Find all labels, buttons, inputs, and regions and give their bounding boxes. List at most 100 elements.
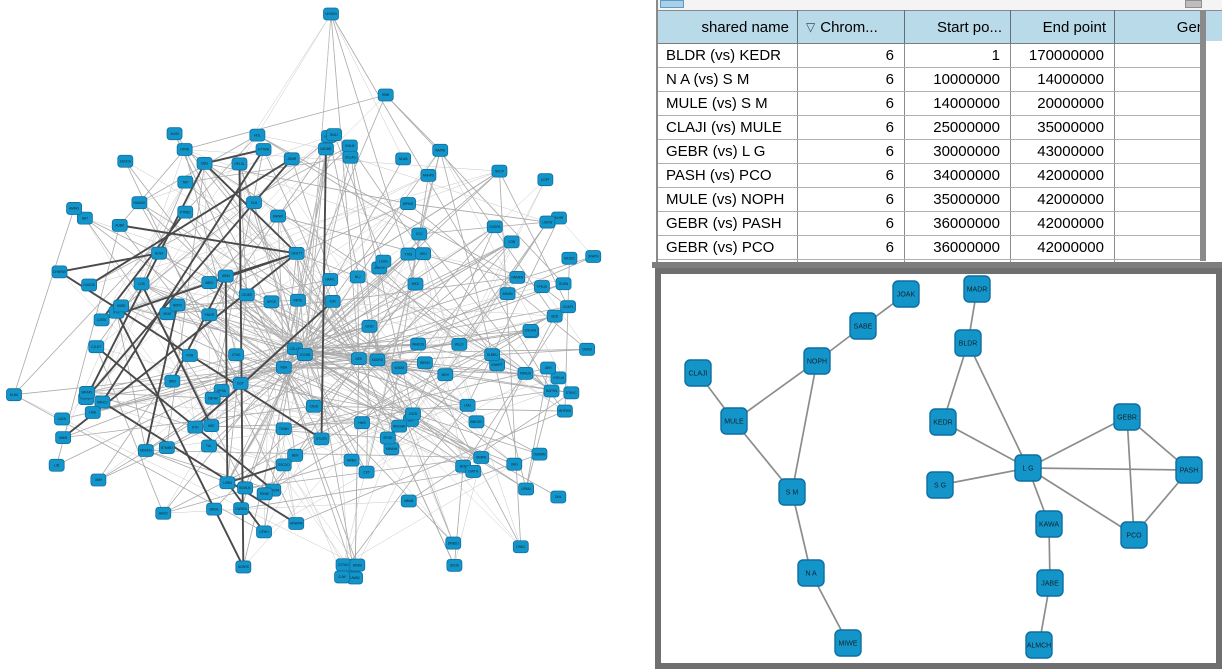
network-edge[interactable] [939, 467, 1029, 486]
network-node-gebr[interactable]: GEBR [1113, 403, 1141, 431]
network-node[interactable]: LMCW [539, 215, 556, 229]
network-node[interactable]: NDA [275, 360, 292, 374]
network-node[interactable]: HAUMG [131, 196, 148, 210]
network-node[interactable]: AWBG [343, 453, 360, 467]
network-node-pash[interactable]: PASH [1175, 456, 1203, 484]
network-node[interactable]: HAATL [322, 273, 339, 286]
network-node[interactable]: MWWJ [270, 209, 286, 223]
network-node[interactable]: WHEOS [410, 337, 427, 351]
network-node[interactable]: NJGME [318, 142, 334, 156]
network-node[interactable]: AMHPS [420, 168, 437, 182]
network-node[interactable]: PANCJ [94, 395, 111, 409]
cell[interactable]: N A (vs) S M [658, 67, 798, 92]
network-node[interactable]: MDKHU [137, 444, 154, 457]
network-node[interactable]: BACD [155, 506, 172, 520]
network-node[interactable]: AMMG [66, 202, 82, 215]
cell[interactable]: 6 [797, 67, 905, 92]
network-node-almch[interactable]: ALMCH [1025, 631, 1053, 659]
network-node[interactable]: NCBRS [235, 560, 252, 574]
network-node[interactable]: OLB [246, 196, 262, 210]
network-node[interactable]: LSRM [219, 476, 236, 490]
column-header-0[interactable]: shared name [658, 10, 798, 44]
network-node[interactable]: NLWA [395, 152, 412, 166]
table-row[interactable]: GEBR (vs) L G6300000004300000016.9 [658, 139, 1222, 164]
scrollbar-thumb[interactable] [660, 0, 684, 8]
network-node[interactable]: WEM [217, 269, 234, 283]
network-node[interactable]: TPRJG [534, 280, 550, 293]
network-node[interactable]: PTPBD [177, 205, 194, 219]
network-node[interactable]: EENCB [117, 154, 134, 168]
cell[interactable]: 25000000 [904, 115, 1011, 140]
network-node-jabe[interactable]: JABE [1036, 569, 1064, 597]
cell[interactable]: 34000000 [904, 163, 1011, 188]
network-node[interactable]: COJ [411, 227, 428, 241]
table-row[interactable]: N A (vs) S M610000000140000006.6 [658, 67, 1222, 92]
network-node[interactable]: WRAPL [79, 386, 95, 399]
cell[interactable]: 42000000 [1010, 235, 1115, 260]
network-node[interactable]: POB [181, 349, 198, 362]
cell[interactable]: CLAJI (vs) MULE [658, 115, 798, 140]
network-node[interactable]: BNJJ [326, 128, 342, 142]
network-node[interactable]: NNMKN [509, 270, 526, 284]
network-node[interactable]: BEN [287, 448, 304, 462]
network-node[interactable]: GUUDD [81, 278, 97, 292]
network-node[interactable]: TKP [177, 175, 194, 189]
network-node[interactable]: BDD [546, 309, 563, 323]
network-node[interactable]: WJDM [391, 361, 408, 375]
network-node[interactable]: JRHPN [585, 250, 602, 263]
network-node[interactable]: OEGTT [288, 246, 305, 260]
cell[interactable]: 170000000 [1010, 43, 1115, 68]
network-node[interactable]: BAPSN [543, 384, 560, 398]
overview-network-panel[interactable]: UHOEN CNKC LMU LJB NDA BEN ALKB COLLM JRETG WLLD O… [0, 0, 652, 669]
network-node[interactable]: WENH [417, 356, 433, 370]
network-node-pco[interactable]: PCO [1120, 521, 1148, 549]
network-node[interactable]: UEH [540, 361, 556, 375]
network-node[interactable]: CGB [503, 235, 520, 249]
network-node[interactable]: TTBJ [400, 247, 417, 261]
detail-network-panel[interactable]: JOAK MADR SABE BLDR NOPH CLAJI GEBR MULE KEDR L G… [655, 268, 1222, 669]
network-node[interactable]: LMU [459, 398, 476, 412]
network-node[interactable]: ABRJ [201, 276, 218, 289]
network-node[interactable]: TUL [201, 439, 217, 453]
network-node-miwe[interactable]: MIWE [834, 629, 862, 657]
scrollbar-block[interactable] [1185, 0, 1202, 8]
network-node[interactable]: CJLDT [88, 340, 105, 354]
network-node[interactable]: LOSW [93, 313, 110, 327]
network-node[interactable]: COPT [537, 173, 554, 187]
table-row[interactable]: GEBR (vs) PASH636000000420000008.9 [658, 211, 1222, 236]
cell[interactable]: MULE (vs) S M [658, 91, 798, 116]
cell[interactable]: GEBR (vs) PASH [658, 211, 798, 236]
network-node[interactable]: HLBU [6, 388, 22, 402]
cell[interactable]: BLDR (vs) KEDR [658, 43, 798, 68]
network-node[interactable]: OSCGO [275, 458, 292, 472]
network-node[interactable]: OTNS [228, 348, 245, 362]
network-node[interactable]: DBG [196, 157, 213, 170]
network-node[interactable]: RMTE [290, 293, 306, 307]
network-node[interactable]: HTRD [176, 143, 193, 156]
network-node[interactable]: OSGKN [522, 323, 539, 337]
network-edge[interactable] [942, 421, 1029, 469]
cell[interactable]: 30000000 [904, 139, 1011, 164]
network-node[interactable]: DMBDJ [445, 536, 462, 550]
network-node[interactable]: GUDN [555, 277, 572, 291]
network-node[interactable]: HTTMH [255, 143, 272, 156]
network-node[interactable]: GKJD [361, 319, 378, 333]
network-node[interactable]: LSCN [405, 407, 421, 421]
network-node-joak[interactable]: JOAK [892, 280, 920, 308]
network-node[interactable]: CWSEA [233, 502, 249, 516]
detail-network-canvas[interactable]: JOAK MADR SABE BLDR NOPH CLAJI GEBR MULE KEDR L G… [661, 274, 1216, 663]
network-node[interactable]: MHPWO [557, 404, 573, 418]
network-edge[interactable] [1027, 416, 1128, 469]
cell[interactable]: 43000000 [1010, 139, 1115, 164]
network-node-madr[interactable]: MADR [963, 275, 991, 303]
cell[interactable]: 10000000 [904, 67, 1011, 92]
network-node[interactable]: MDH [437, 368, 454, 382]
network-node[interactable]: LCHG [375, 254, 392, 268]
cell[interactable]: GEBR (vs) L G [658, 139, 798, 164]
network-node[interactable]: CKT [358, 465, 375, 479]
network-node[interactable]: DNL [550, 490, 567, 504]
network-node[interactable]: CACK [54, 412, 70, 426]
network-node-l-g[interactable]: L G [1014, 454, 1042, 482]
cell[interactable]: 14000000 [904, 91, 1011, 116]
table-row[interactable]: MULE (vs) NOPH6350000004200000010.5 [658, 187, 1222, 212]
